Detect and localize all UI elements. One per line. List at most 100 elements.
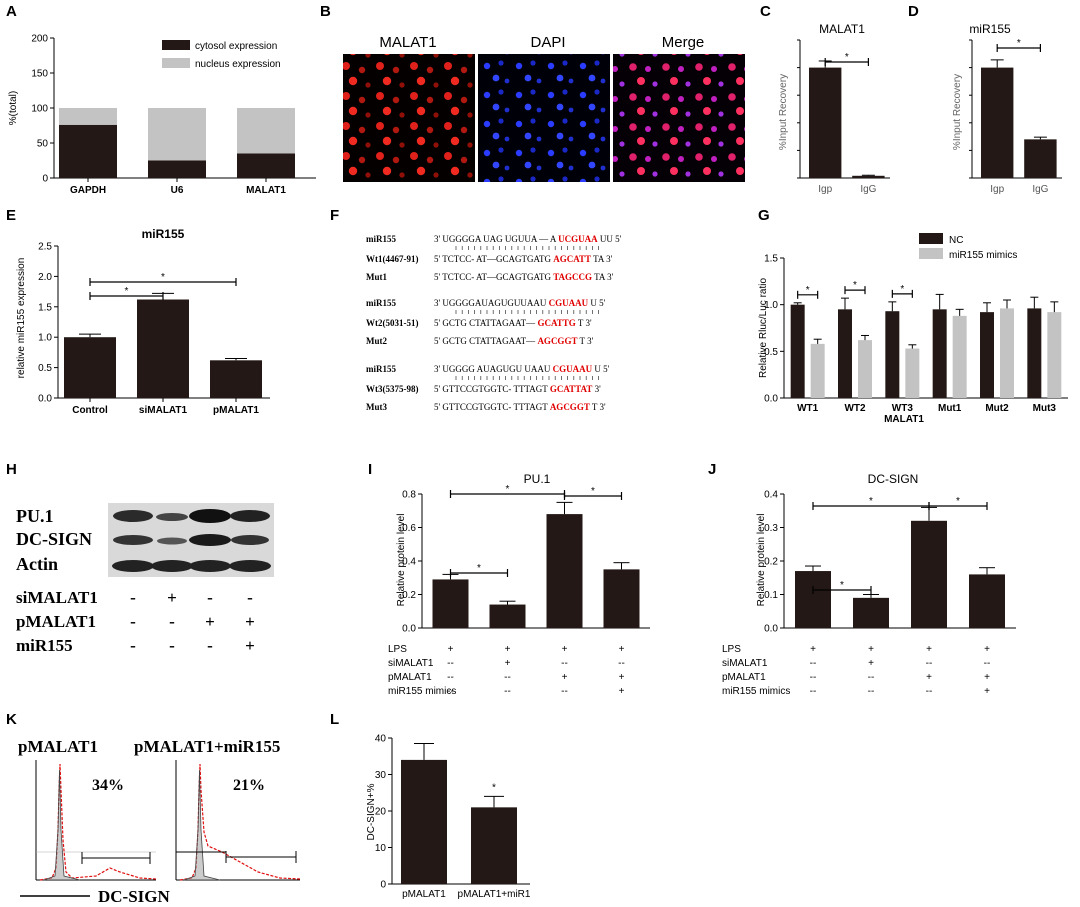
blot-row-label: pMALAT1 [16,612,96,631]
panel-i-plot: 0.0 0.2 0.4 0.6 0.8 * * * [402,484,650,635]
seq-name: Wt1(4467-91) [366,254,419,264]
flow-pct-pmalat1: 34% [92,777,124,794]
d-xtick-label: IgG [1032,184,1048,195]
g-bar-mimics-mut3 [1047,312,1062,398]
e-ytick-label: 0.5 [38,363,52,374]
e-ytick-label: 1.0 [38,333,52,344]
g-bar-mimics-wt2 [858,340,872,398]
seq-seed: UCGUAA [558,234,598,244]
g-bar-mimics-mut2 [1000,308,1014,398]
blot-row-sign: + [205,612,215,631]
e-xtick-label: pMALAT1 [213,405,259,416]
i-treatment-sign: -- [447,672,454,683]
i-bar-1 [432,579,469,628]
l-bar-1 [401,759,447,884]
blot-row-sign: - [130,612,136,631]
seq-end: U 5' [588,298,605,308]
j-sig-bracket-1-star: * [840,580,844,591]
j-treatment-sign: + [926,644,932,655]
panel-h: H PU.1 DC-SIGN Actin siMALAT1 - + - - pMALAT1… [6,461,274,655]
blot-row-sign: - [130,588,136,607]
j-treatment-sign: + [868,658,874,669]
panel-g: G NC miR155 mimics Relative Rluc/Luc rat… [758,207,1068,425]
l-xtick-label: pMALAT1+miR1 [458,889,531,900]
seq-seed: GCATTG [537,318,575,328]
protein-label-pu1: PU.1 [16,506,54,526]
panel-c-ylabel: %Input Recovery [778,74,789,150]
flow-histogram-1 [35,760,157,881]
panel-e-ylabel: relative miR155 expression [16,258,27,379]
j-sig-bracket-2-star: * [869,496,873,507]
bar-cytosol-u6 [148,160,206,178]
e-ytick-label: 2.5 [38,242,52,253]
j-bar-2 [853,597,889,628]
micrograph-merge [613,54,745,182]
seq-seed: AGCATT [553,254,591,264]
g-sig-bracket-wt2-star: * [853,280,857,291]
j-treatment-sign: -- [984,658,991,669]
blot-row-label: siMALAT1 [16,588,98,607]
panel-b: B MALAT1 DAPI Merge [320,3,745,182]
seq-base: 5' GTTCCGTGGTC- TTTAGT [434,402,550,412]
western-blot [108,503,274,577]
i-treatment-sign: + [619,672,625,683]
header-merge: Merge [662,34,705,51]
j-treatment-label: siMALAT1 [722,658,768,669]
i-treatment-sign: -- [561,686,568,697]
d-sig-bracket-star: * [1017,38,1021,49]
panel-j-plot: 0.0 0.1 0.2 0.3 0.4 * * * [764,490,1016,635]
e-xtick-label: Control [72,405,108,416]
j-treatment-sign: -- [810,672,817,683]
seq-line: 5' GTTCCGTGGTC- TTTAGT GCATTAT 3' [434,384,601,394]
panel-j: J DC-SIGN Relative protein level 0.00.10… [708,461,1016,697]
panel-a: A 0 50 100 150 200 GAPDH U6 MALAT1 %(total) cyt… [6,3,316,196]
g-ytick-label: 0.0 [764,394,778,405]
panel-d-title: miR155 [969,22,1011,36]
blot-row-sign: + [167,588,177,607]
blot-row-sign: - [169,636,175,655]
j-sig-bracket-3-star: * [956,496,960,507]
panel-k: K pMALAT1 pMALAT1+miR155 34% 21% [6,711,301,906]
a-ytick-label: 100 [31,104,48,115]
c-bar-igp [809,67,842,178]
panel-label-b: B [320,3,331,20]
a-xtick-label: U6 [171,185,184,196]
flow-pct-pmalat1-mir155: 21% [233,777,265,794]
i-treatment-sign: + [448,644,454,655]
i-treatment-label: LPS [388,644,407,655]
band-pu1-lane4 [230,510,270,522]
d-xtick-label: Igp [990,184,1004,195]
band-actin-lane4 [229,560,271,572]
i-bar-2 [489,604,526,628]
i-treatment-sign: + [562,644,568,655]
panel-label-k: K [6,711,17,728]
panel-label-i: I [368,461,372,478]
band-dcsign-lane4 [231,535,269,545]
seq-base: 5' GCTG CTATTAGAAT— [434,318,537,328]
g-xtick-label: WT2 [844,403,866,414]
j-ytick-label: 0.1 [764,590,778,601]
j-bar-4 [969,574,1005,628]
seq-end: TA 3' [592,272,614,282]
flow-title-pmalat1: pMALAT1 [18,737,98,756]
seq-name: Mut1 [366,272,387,282]
j-treatment-sign: + [926,672,932,683]
g-bar-mimics-mut1 [952,315,967,398]
seq-end: T 3' [590,402,606,412]
i-treatment-sign: + [619,644,625,655]
g-ytick-label: 0.5 [764,347,778,358]
seq-end: U 5' [592,364,609,374]
j-ytick-label: 0.2 [764,557,778,568]
flow-title-pmalat1-mir155: pMALAT1+miR155 [134,737,280,756]
g-bar-nc-wt2 [838,309,852,398]
panel-a-plot: 0 50 100 150 200 GAPDH U6 MALAT1 [31,34,316,196]
panel-j-title: DC-SIGN [868,472,919,486]
band-dcsign-lane3 [189,534,231,546]
i-sig-bracket-2-star: * [506,484,510,495]
g-xtick-label: Mut3 [1033,403,1057,414]
i-treatment-label: pMALAT1 [388,672,432,683]
seq-base: 3' UGGGGAUAGUGUUAAU [434,298,549,308]
panel-l-ylabel: DC-SIGN+% [366,783,377,840]
g-xtick-label: WT3 [892,403,914,414]
g-bar-nc-mut1 [932,309,947,398]
